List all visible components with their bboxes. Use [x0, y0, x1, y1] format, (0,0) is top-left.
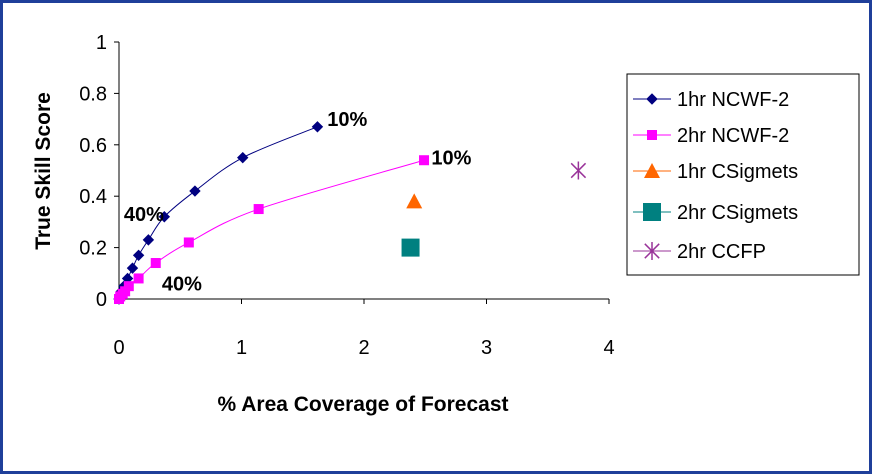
legend-swatch-marker [646, 93, 658, 105]
annotation-label: 10% [431, 148, 471, 170]
legend-swatch-marker [644, 242, 660, 260]
data-point [237, 151, 249, 164]
data-point [311, 121, 324, 133]
data-point [123, 281, 134, 292]
y-tick-label: 0.8 [79, 83, 107, 105]
y-tick-label: 0.6 [79, 135, 107, 157]
x-tick-label: 4 [603, 337, 614, 359]
y-tick-label: 1 [96, 32, 107, 54]
data-point [570, 161, 587, 180]
legend-label: 1hr NCWF-2 [677, 89, 789, 111]
legend-box [626, 73, 860, 276]
data-point [133, 273, 144, 284]
data-point [158, 211, 171, 223]
data-point [253, 204, 264, 215]
legend-label: 1hr CSigmets [677, 161, 798, 183]
data-point [132, 249, 145, 262]
legend: 1hr NCWF-2 2hr NCWF-2 1hr CSigmets 2hr CSig… [626, 73, 860, 276]
annotations: 10% 10% 40% 40% [124, 109, 472, 295]
y-tick-label: 0.2 [79, 238, 107, 260]
data-point [183, 237, 194, 248]
legend-items: 1hr NCWF-2 2hr NCWF-2 1hr CSigmets 2hr CSig… [633, 89, 798, 263]
legend-label: 2hr CSigmets [677, 202, 798, 224]
legend-label: 2hr CCFP [677, 241, 766, 263]
legend-item: 2hr NCWF-2 [633, 125, 789, 147]
data-point [189, 185, 201, 197]
data-points [113, 121, 587, 305]
legend-label: 2hr NCWF-2 [677, 125, 789, 147]
legend-swatch-marker [643, 203, 661, 221]
annotation-label: 40% [162, 274, 202, 296]
chart-svg: 0 1 2 3 4 0 0.2 0.4 0.6 0.8 1 10% 10% 40% 40% True Sk… [32, 32, 860, 416]
x-tick-label: 2 [358, 337, 369, 359]
data-point [126, 262, 139, 274]
y-tick-label: 0.4 [79, 186, 107, 208]
legend-item: 2hr CCFP [633, 241, 766, 263]
x-tick-label: 0 [113, 337, 124, 359]
y-axis-label: True Skill Score [32, 92, 55, 250]
legend-item: 1hr NCWF-2 [633, 89, 789, 111]
data-point [406, 193, 423, 209]
chart-frame: 0 1 2 3 4 0 0.2 0.4 0.6 0.8 1 10% 10% 40% 40% True Sk… [3, 3, 869, 471]
data-point [401, 238, 420, 257]
axes [118, 42, 609, 300]
ticks: 0 1 2 3 4 0 0.2 0.4 0.6 0.8 1 [79, 32, 614, 359]
data-point [419, 155, 430, 166]
annotation-label: 10% [327, 109, 367, 131]
data-point [120, 286, 131, 297]
annotation-label: 40% [124, 204, 164, 226]
legend-swatch-marker [647, 130, 657, 140]
x-axis-label: % Area Coverage of Forecast [218, 393, 509, 416]
legend-item: 1hr CSigmets [633, 161, 798, 183]
data-point [150, 258, 161, 269]
data-point [142, 234, 155, 246]
x-tick-label: 3 [481, 337, 492, 359]
legend-swatch-marker [644, 163, 660, 178]
legend-item: 2hr CSigmets [633, 202, 798, 224]
x-tick-label: 1 [236, 337, 247, 359]
y-tick-label: 0 [96, 289, 107, 311]
